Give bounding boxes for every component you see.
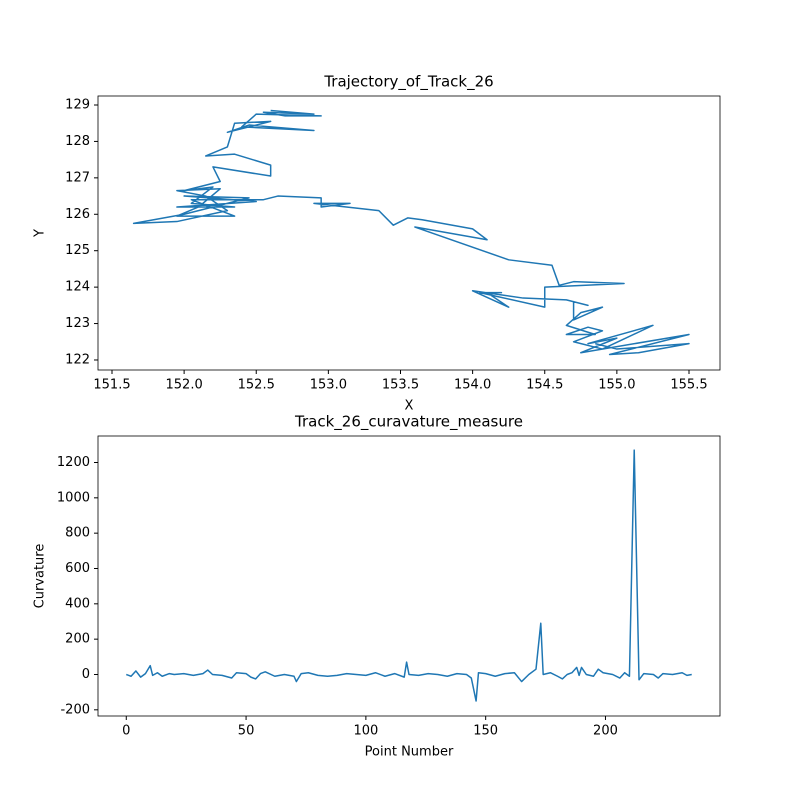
- x-tick-label: 50: [238, 724, 255, 739]
- y-tick-label: 129: [65, 97, 90, 112]
- y-tick-label: 1000: [57, 490, 90, 505]
- y-tick-label: 400: [65, 596, 90, 611]
- x-tick-label: 153.5: [382, 378, 419, 393]
- x-tick-label: 151.5: [93, 378, 130, 393]
- x-tick-label: 155.0: [598, 378, 635, 393]
- x-tick-label: 154.0: [454, 378, 491, 393]
- y-tick-label: 0: [82, 667, 90, 682]
- plot-frame: [97, 435, 721, 717]
- chart-title: Track_26_curavature_measure: [294, 413, 523, 432]
- data-line: [132, 109, 690, 356]
- y-tick-label: 128: [65, 134, 90, 149]
- y-tick-label: 200: [65, 632, 90, 647]
- x-axis-label: X: [405, 399, 414, 414]
- x-axis-label: Point Number: [365, 745, 454, 760]
- y-tick-label: 125: [65, 243, 90, 258]
- x-tick-label: 150: [473, 724, 498, 739]
- x-tick-label: 153.0: [310, 378, 347, 393]
- x-tick-label: 0: [122, 724, 130, 739]
- x-tick-label: 152.5: [238, 378, 275, 393]
- y-tick-label: 122: [65, 352, 90, 367]
- y-tick-label: -200: [60, 702, 90, 717]
- plot-frame: [97, 95, 721, 371]
- data-line: [126, 449, 692, 702]
- y-tick-label: 124: [65, 280, 90, 295]
- y-tick-label: 1200: [57, 455, 90, 470]
- y-tick-label: 123: [65, 316, 90, 331]
- x-tick-label: 155.5: [670, 378, 707, 393]
- y-tick-label: 126: [65, 207, 90, 222]
- y-tick-label: 800: [65, 526, 90, 541]
- y-axis-label: Curvature: [33, 544, 48, 609]
- x-tick-label: 200: [593, 724, 618, 739]
- y-axis-label: Y: [33, 229, 48, 238]
- chart-title: Trajectory_of_Track_26: [323, 73, 493, 92]
- y-tick-label: 127: [65, 170, 90, 185]
- x-tick-label: 152.0: [166, 378, 203, 393]
- y-tick-label: 600: [65, 561, 90, 576]
- x-tick-label: 154.5: [526, 378, 563, 393]
- x-tick-label: 100: [353, 724, 378, 739]
